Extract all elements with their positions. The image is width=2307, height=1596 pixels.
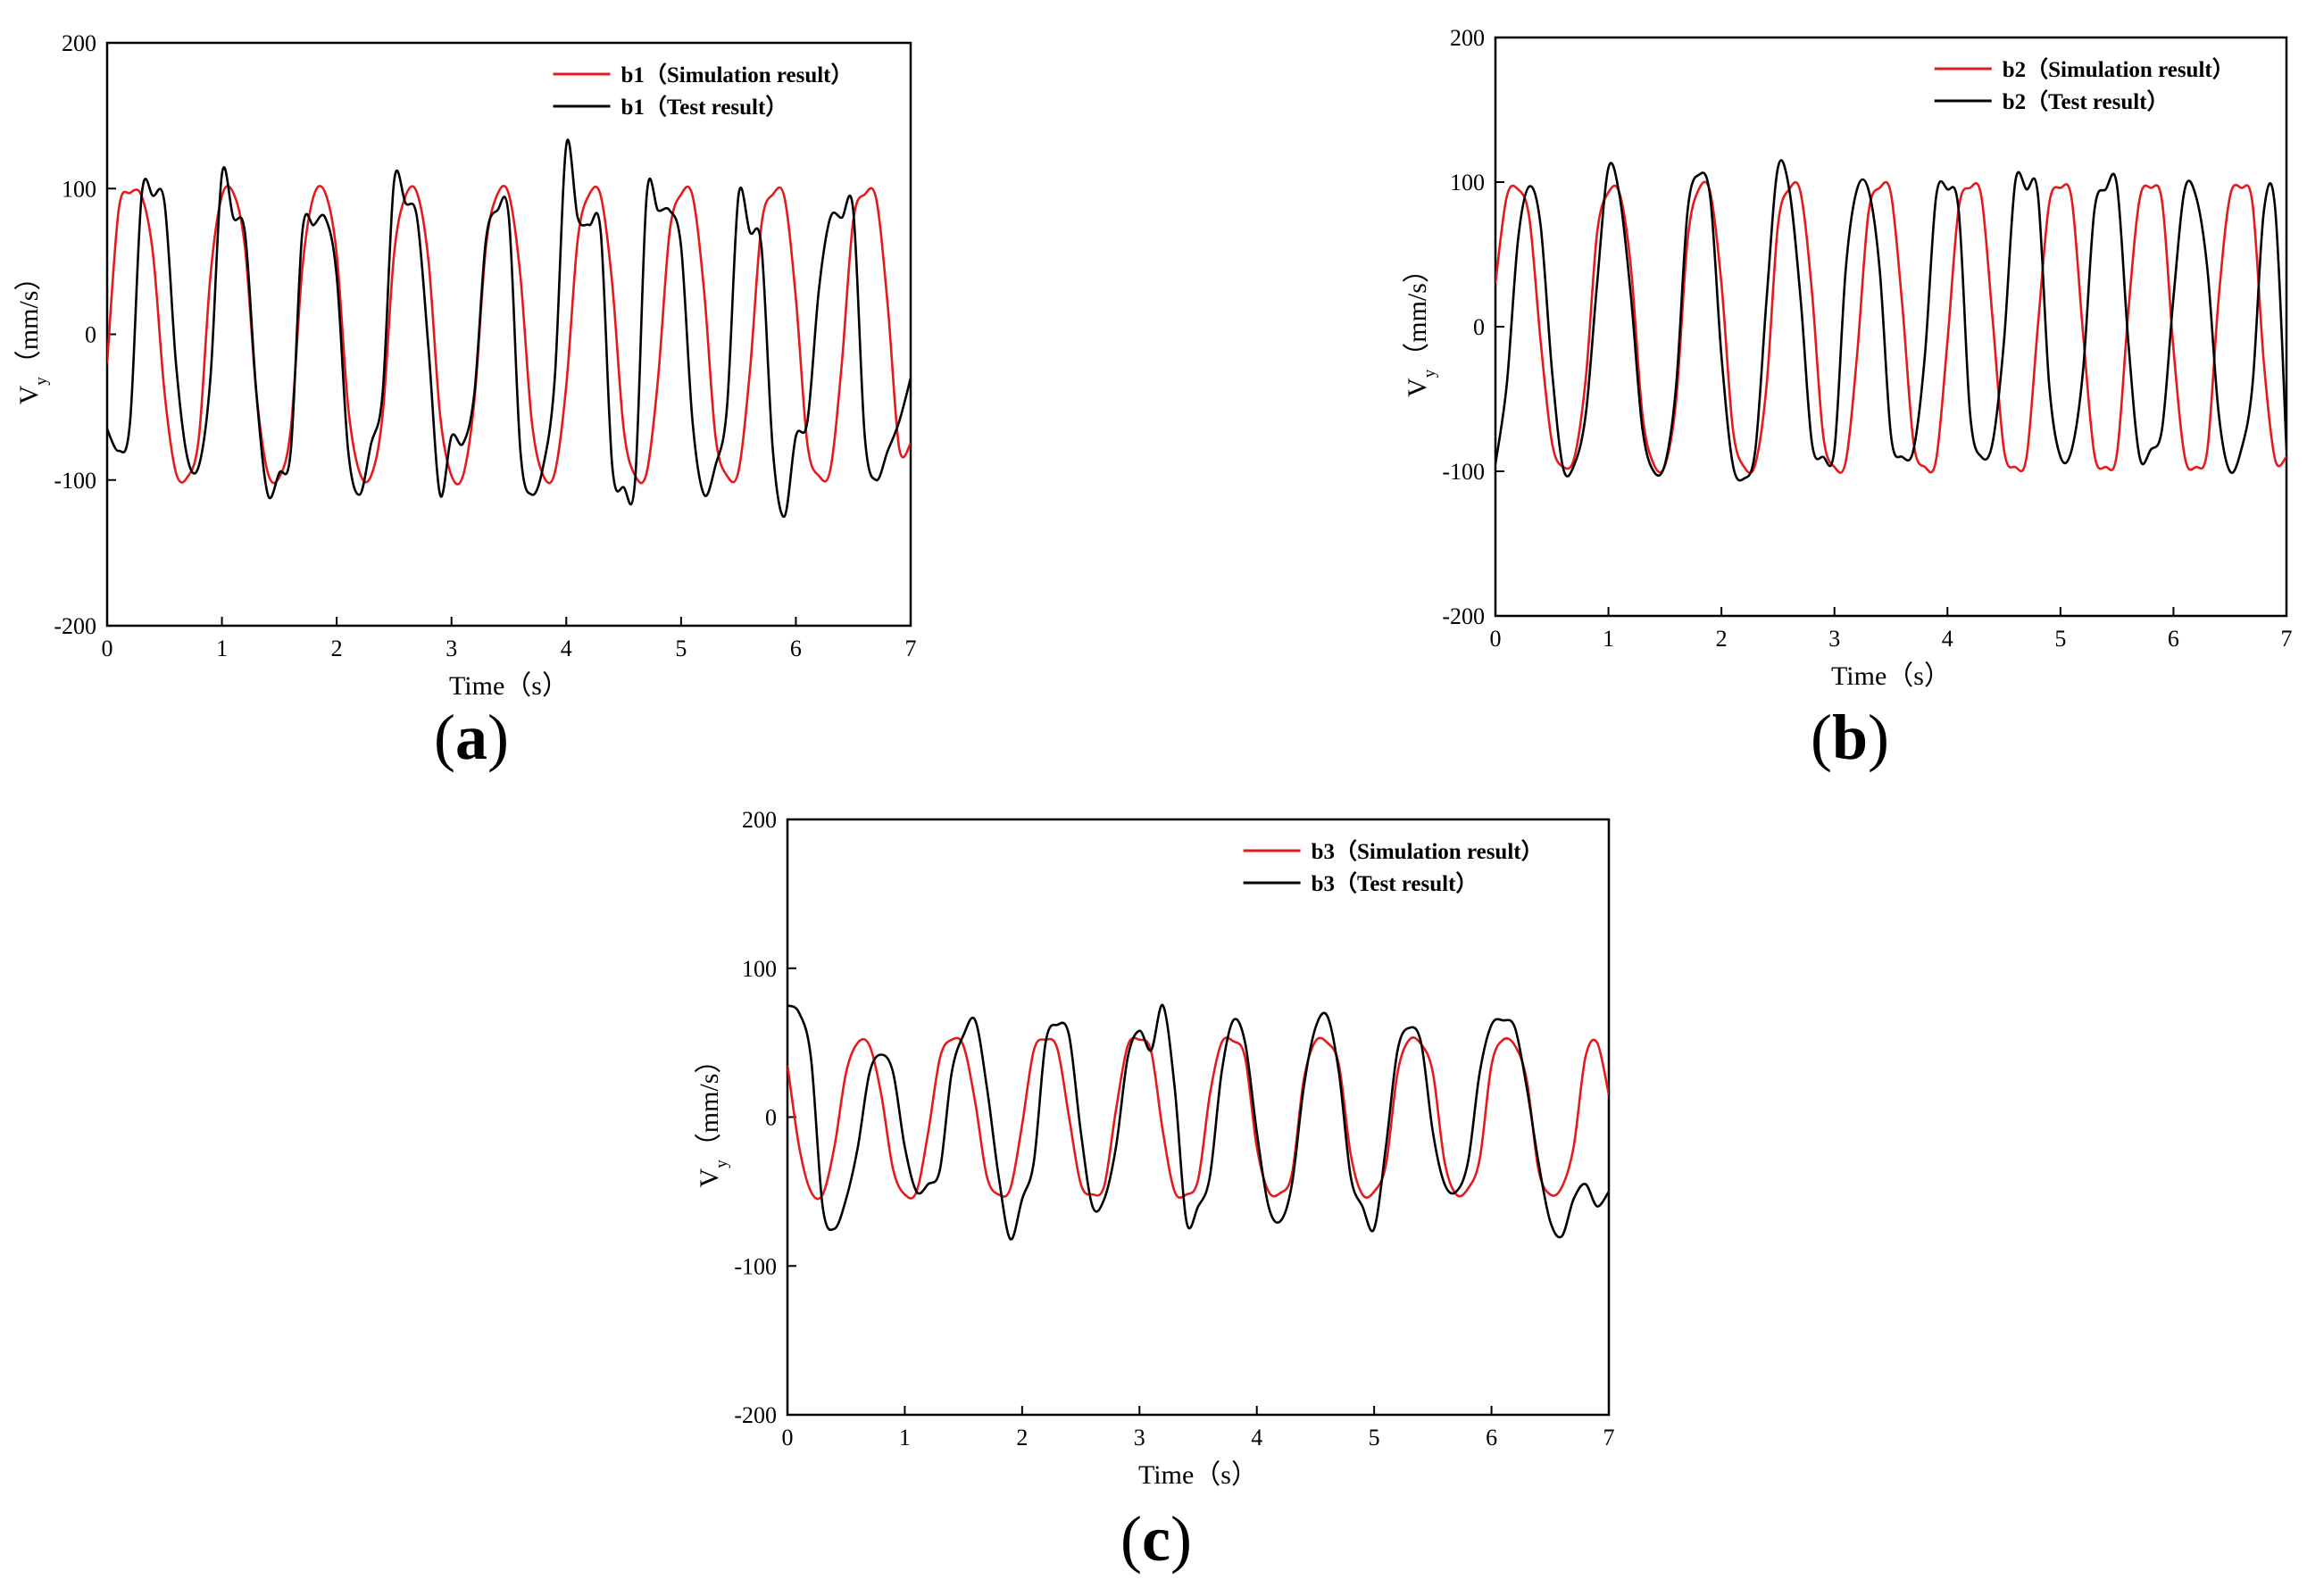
y-axis-symbol: V <box>1403 378 1432 397</box>
y-tick-label: 200 <box>62 30 96 56</box>
x-tick-label: 1 <box>216 636 228 661</box>
series-line-simulation <box>787 1036 1609 1201</box>
y-axis-subscript: y <box>712 1160 731 1168</box>
y-tick-label: 0 <box>85 322 96 348</box>
x-tick-label: 2 <box>1016 1425 1028 1451</box>
panel-label: (c) <box>1120 1503 1192 1575</box>
x-tick-label: 5 <box>675 636 687 661</box>
y-axis-unit: （mm/s） <box>14 264 44 378</box>
legend-entry: b2（Simulation result） <box>2003 56 2235 82</box>
x-tick-label: 0 <box>782 1425 794 1451</box>
y-tick-label: 200 <box>742 807 777 833</box>
legend-entry: b1（Simulation result） <box>621 62 854 87</box>
y-tick-label: 0 <box>765 1105 777 1131</box>
y-tick-label: 100 <box>1450 170 1485 195</box>
x-tick-label: 1 <box>899 1425 911 1451</box>
x-tick-label: 4 <box>1942 626 1953 652</box>
chart-panel-1: 0 1 2 3 4 5 6 7 -200 -100 0 100 200 Time（s） Vy（mm/s） b1… <box>14 30 917 773</box>
chart-panel-2: 0 1 2 3 4 5 6 7 -200 -100 0 100 200 Time（s） Vy（mm/s） b2… <box>1403 25 2293 773</box>
x-tick-label: 6 <box>1486 1425 1497 1451</box>
x-tick-label: 7 <box>905 636 917 661</box>
series-line-test <box>1495 159 2286 482</box>
plot-frame <box>105 41 912 628</box>
y-axis-label: Vy（mm/s） <box>1403 256 1439 397</box>
legend-entry: b3（Simulation result） <box>1312 838 1544 864</box>
legend-entry: b3（Test result） <box>1312 870 1478 896</box>
x-tick-label: 0 <box>102 636 113 661</box>
y-axis-symbol: V <box>695 1168 724 1187</box>
y-tick-label: -100 <box>734 1253 777 1279</box>
y-tick-label: -100 <box>54 468 96 494</box>
x-tick-label: 3 <box>1828 626 1840 652</box>
y-tick-label: -200 <box>54 613 96 639</box>
x-tick-label: 7 <box>2281 626 2293 652</box>
y-tick-label: 100 <box>742 956 777 982</box>
x-tick-label: 5 <box>2054 626 2066 652</box>
x-axis-label: Time（s） <box>1831 661 1951 691</box>
y-axis-subscript: y <box>32 377 51 386</box>
y-tick-label: -200 <box>734 1402 777 1428</box>
x-axis-label: Time（s） <box>1138 1460 1258 1490</box>
series-line-simulation <box>1495 180 2286 475</box>
y-axis-subscript: y <box>1420 369 1439 378</box>
x-axis-label: Time（s） <box>449 671 569 701</box>
panel-label: (a) <box>434 702 509 773</box>
x-tick-label: 3 <box>1134 1425 1145 1451</box>
y-axis-label: Vy（mm/s） <box>14 264 51 405</box>
x-tick-label: 5 <box>1369 1425 1380 1451</box>
x-tick-label: 4 <box>561 636 572 661</box>
y-tick-label: -200 <box>1442 603 1485 629</box>
series-line-test <box>787 1003 1609 1241</box>
y-axis-unit: （mm/s） <box>695 1047 724 1160</box>
x-tick-label: 0 <box>1490 626 1502 652</box>
y-tick-label: 0 <box>1473 314 1485 340</box>
x-tick-label: 3 <box>446 636 457 661</box>
series-line-test <box>107 138 911 518</box>
legend-entry: b1（Test result） <box>621 94 788 120</box>
plot-frame <box>1494 36 2288 618</box>
legend-entry: b2（Test result） <box>2003 88 2170 114</box>
y-axis-label: Vy（mm/s） <box>695 1047 731 1188</box>
x-tick-label: 7 <box>1603 1425 1615 1451</box>
x-tick-label: 2 <box>1716 626 1728 652</box>
y-tick-label: 200 <box>1450 25 1485 51</box>
x-tick-label: 4 <box>1251 1425 1262 1451</box>
x-tick-label: 2 <box>331 636 343 661</box>
panel-label: (b) <box>1811 702 1889 773</box>
x-tick-label: 6 <box>2168 626 2179 652</box>
series-line-simulation <box>107 185 911 486</box>
chart-panel-3: 0 1 2 3 4 5 6 7 -200 -100 0 100 200 Time（s） Vy（mm/s） b3… <box>695 807 1615 1575</box>
y-tick-label: -100 <box>1442 459 1485 485</box>
x-tick-label: 6 <box>790 636 802 661</box>
y-tick-label: 100 <box>62 176 96 202</box>
x-tick-label: 1 <box>1603 626 1614 652</box>
y-axis-symbol: V <box>14 385 44 404</box>
y-axis-unit: （mm/s） <box>1403 256 1432 370</box>
